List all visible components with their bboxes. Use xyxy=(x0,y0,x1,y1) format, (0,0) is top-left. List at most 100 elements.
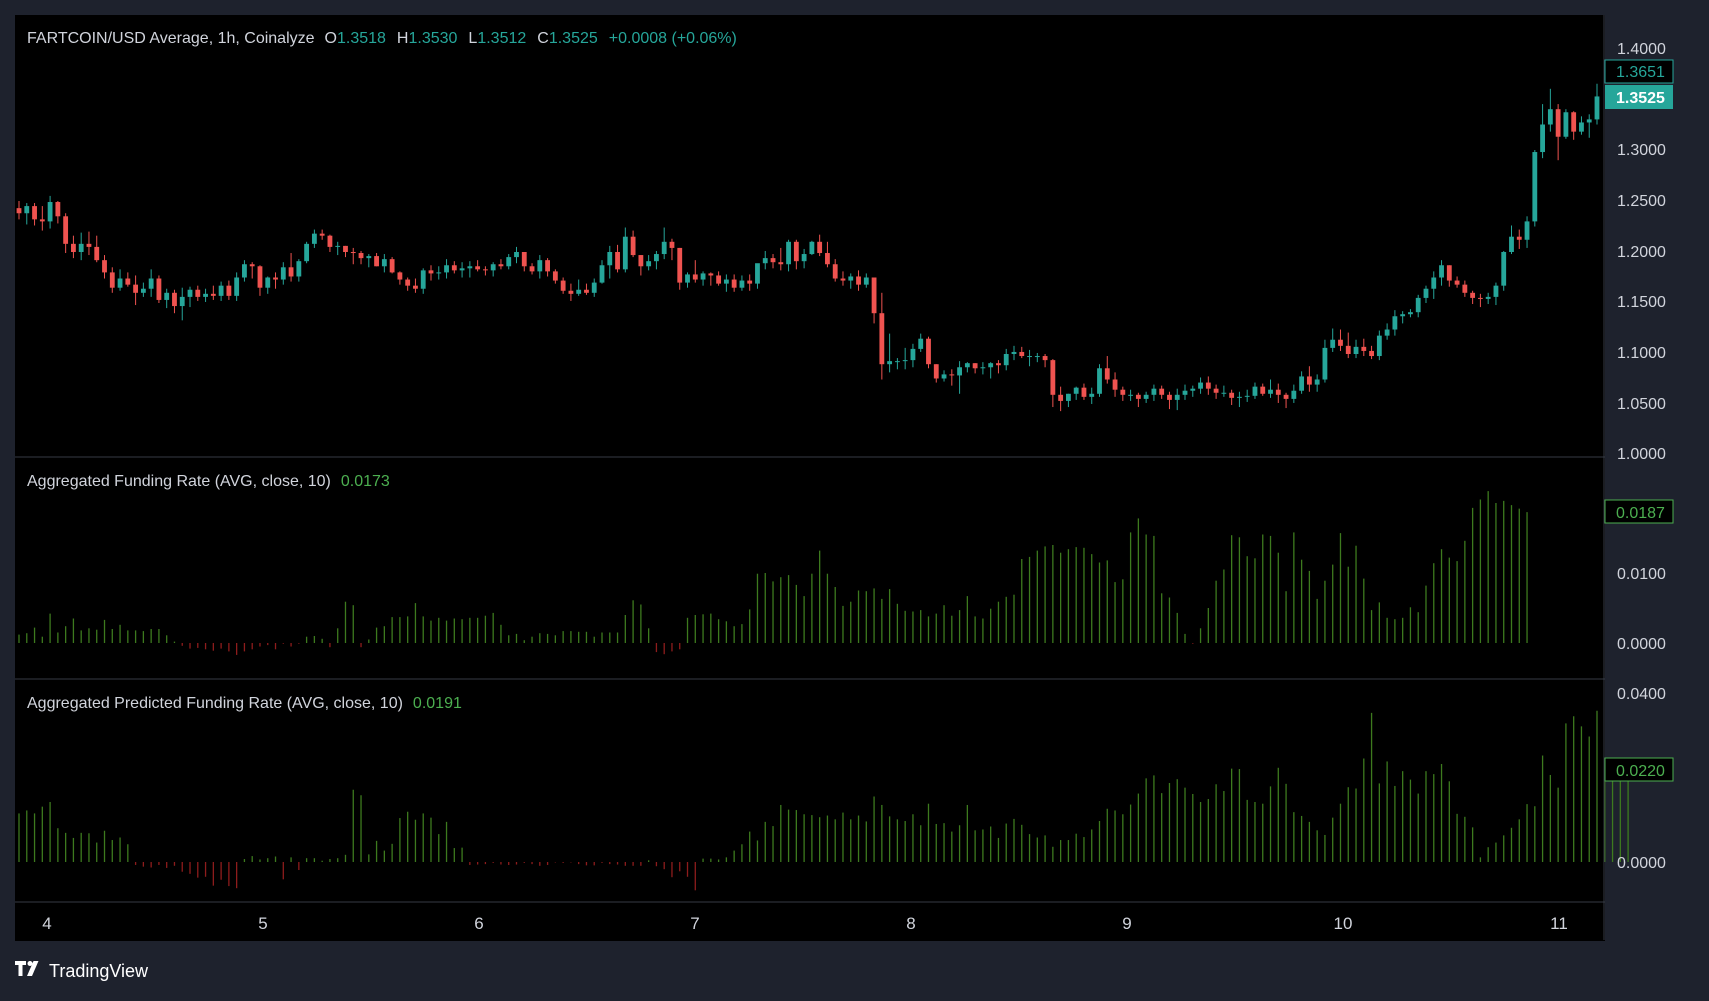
candle xyxy=(1431,271,1437,299)
candle xyxy=(1283,392,1289,409)
candle xyxy=(397,271,403,285)
low-label: L xyxy=(468,30,477,47)
candle xyxy=(894,358,900,370)
candle xyxy=(661,227,667,260)
candle-body xyxy=(591,282,597,293)
candle xyxy=(1369,345,1374,360)
candle-body xyxy=(273,277,278,280)
candle-body xyxy=(1369,350,1374,357)
candle-body xyxy=(1408,312,1413,315)
funding-legend[interactable]: Aggregated Funding Rate (AVG, close, 10)… xyxy=(27,473,390,490)
candle-body xyxy=(793,241,799,262)
candle-body xyxy=(887,361,893,365)
candle-body xyxy=(226,285,232,296)
time-tick-label: 6 xyxy=(474,914,483,933)
candle xyxy=(1143,391,1149,403)
candle xyxy=(179,287,185,321)
candle xyxy=(140,282,146,297)
candle-body xyxy=(304,243,310,262)
candle-body xyxy=(1540,124,1545,153)
predicted-title: Aggregated Predicted Funding Rate (AVG, … xyxy=(27,695,403,712)
change-value: +0.0008 (+0.06%) xyxy=(609,30,737,47)
candle xyxy=(825,241,830,268)
price-high-value: 1.3651 xyxy=(1616,64,1665,81)
candle xyxy=(1198,377,1203,394)
candle-body xyxy=(1330,339,1336,348)
candle-body xyxy=(514,252,519,258)
funding-tick-label: 0.0000 xyxy=(1617,636,1666,653)
time-tick-label: 5 xyxy=(258,914,267,933)
candle-body xyxy=(778,262,784,265)
candle xyxy=(1065,393,1071,408)
candle-body xyxy=(825,253,830,265)
candle xyxy=(1555,104,1561,161)
candle-body xyxy=(94,246,100,261)
candle xyxy=(646,255,652,271)
candle xyxy=(187,286,193,308)
candle-body xyxy=(1135,394,1141,399)
candle-body xyxy=(319,233,325,236)
funding-last-label: 0.0187 xyxy=(1604,499,1674,524)
candle xyxy=(552,269,558,284)
candle xyxy=(71,235,76,259)
candle xyxy=(86,231,92,256)
candle xyxy=(778,247,784,271)
predicted-funding-rate-pane[interactable] xyxy=(18,710,1629,891)
candle-body xyxy=(762,258,768,264)
candle-body xyxy=(1392,316,1398,330)
candle xyxy=(1532,150,1538,227)
candle-body xyxy=(716,275,722,284)
candle-body xyxy=(234,277,240,296)
candle xyxy=(1462,280,1468,297)
candle xyxy=(249,262,255,279)
price-tick-label: 1.1500 xyxy=(1617,294,1666,311)
candle-body xyxy=(1291,390,1297,399)
candle-body xyxy=(1516,236,1522,240)
candle xyxy=(1167,391,1172,410)
candle-body xyxy=(249,264,255,267)
candle-body xyxy=(1019,351,1025,357)
candle xyxy=(1128,389,1134,401)
candle-body xyxy=(723,279,729,284)
candle-body xyxy=(133,284,139,293)
tradingview-logo[interactable]: TradingView xyxy=(15,961,149,981)
candle xyxy=(265,276,271,294)
candle xyxy=(972,363,978,374)
predicted-legend[interactable]: Aggregated Predicted Funding Rate (AVG, … xyxy=(27,695,462,712)
candle xyxy=(467,261,473,278)
candle-body xyxy=(506,257,512,267)
candle xyxy=(358,250,364,265)
candle-body xyxy=(117,278,123,288)
candle-body xyxy=(599,265,605,283)
close-value: 1.3525 xyxy=(549,30,598,47)
candle xyxy=(630,230,636,258)
price-legend[interactable]: FARTCOIN/USD Average, 1h, Coinalyze O1.35… xyxy=(27,30,737,47)
price-last-label: 1.3525 xyxy=(1605,85,1673,109)
candle-body xyxy=(1065,393,1071,401)
candle xyxy=(475,260,481,272)
funding-rate-pane[interactable] xyxy=(18,491,1528,655)
time-axis[interactable]: 4 5 6 7 8 9 10 11 xyxy=(42,914,1568,933)
candle xyxy=(576,279,582,296)
candle xyxy=(879,292,885,380)
candle-body xyxy=(444,265,449,273)
candle-body xyxy=(47,202,53,222)
candle xyxy=(1338,329,1343,351)
candle xyxy=(856,270,861,291)
price-axis[interactable]: 1.4000 1.3000 1.2500 1.2000 1.1500 1.100… xyxy=(1617,41,1666,463)
price-pane[interactable] xyxy=(16,83,1600,412)
candle xyxy=(716,271,722,286)
funding-axis[interactable]: 0.0100 0.0000 xyxy=(1617,566,1666,653)
candle-body xyxy=(1042,356,1048,361)
candle xyxy=(482,266,488,276)
candle-body xyxy=(413,285,418,289)
predicted-axis[interactable]: 0.0400 0.0000 xyxy=(1617,686,1666,872)
candle xyxy=(1229,389,1235,405)
candle xyxy=(350,247,356,265)
candle xyxy=(1159,385,1165,399)
candle xyxy=(374,253,379,267)
price-tick-label: 1.4000 xyxy=(1617,41,1666,58)
candle-body xyxy=(692,274,698,280)
